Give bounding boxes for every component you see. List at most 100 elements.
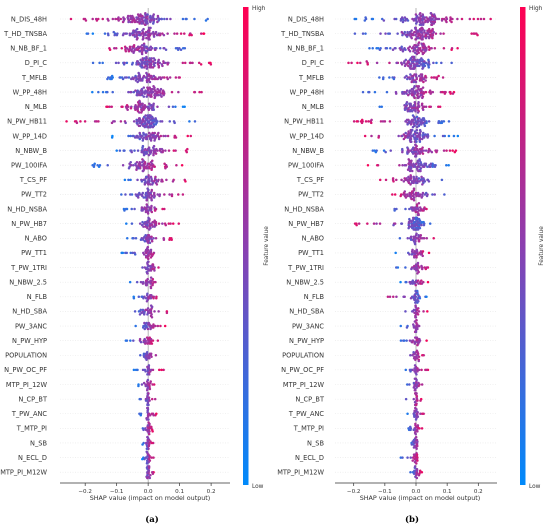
shap-point: [417, 473, 421, 477]
shap-point: [421, 250, 425, 253]
shap-point: [401, 456, 404, 459]
shap-point: [407, 130, 410, 133]
shap-point: [415, 232, 418, 236]
shap-point: [367, 120, 370, 123]
shap-point: [412, 351, 415, 354]
shap-point: [429, 11, 433, 15]
shap-point: [422, 220, 425, 224]
shap-point: [142, 74, 146, 78]
shap-point: [417, 217, 421, 221]
shap-point: [409, 470, 412, 474]
shap-point: [135, 280, 139, 284]
shap-point: [416, 327, 419, 331]
shap-point: [146, 424, 150, 427]
shap-point: [150, 204, 153, 208]
shap-point: [146, 212, 150, 215]
shap-point: [173, 136, 176, 139]
shap-point: [424, 105, 428, 108]
shap-point: [437, 74, 440, 78]
shap-point: [145, 203, 148, 206]
shap-point: [393, 222, 397, 225]
shap-point: [142, 251, 145, 255]
shap-point: [140, 383, 144, 386]
shap-point: [411, 128, 414, 132]
shap-point: [170, 90, 174, 94]
shap-point: [406, 30, 409, 34]
shap-point: [403, 76, 407, 79]
shap-point: [392, 180, 395, 183]
shap-point: [148, 352, 152, 356]
shap-point: [146, 403, 149, 407]
shap-point: [410, 87, 414, 91]
shap-point: [410, 80, 413, 84]
shap-point: [128, 45, 132, 48]
shap-point: [406, 60, 410, 63]
shap-point: [168, 76, 172, 79]
shap-point: [148, 357, 151, 360]
feature-label: T_MTP_PI: [16, 425, 47, 433]
shap-point: [419, 412, 422, 415]
shap-point: [431, 165, 435, 168]
shap-point: [470, 32, 473, 35]
shap-point: [144, 147, 147, 151]
shap-point: [416, 444, 419, 448]
shap-point: [147, 177, 150, 180]
shap-point: [137, 295, 141, 299]
shap-point: [163, 61, 167, 65]
shap-point: [106, 77, 109, 81]
shap-point: [365, 60, 368, 63]
shap-point: [399, 194, 402, 198]
feature-label: T_PW_ANC: [288, 410, 325, 418]
feature-label: N_NBW_2.5: [286, 278, 324, 286]
shap-point: [125, 61, 129, 65]
shap-point: [406, 168, 410, 171]
shap-point: [140, 52, 144, 56]
shap-point: [138, 222, 142, 225]
shap-point: [146, 406, 150, 410]
shap-point: [413, 85, 416, 88]
shap-point: [152, 144, 156, 148]
feature-label: POPULATION: [282, 352, 324, 360]
shap-point: [155, 297, 158, 300]
shap-point: [177, 222, 180, 225]
shap-point: [147, 254, 150, 258]
shap-point: [145, 80, 149, 84]
shap-point: [419, 253, 422, 256]
shap-point: [146, 292, 149, 296]
shap-point: [181, 193, 185, 196]
panel-a-points: [65, 11, 213, 480]
shap-point: [414, 301, 417, 304]
shap-point: [147, 438, 151, 442]
shap-point: [147, 421, 150, 424]
shap-point: [409, 428, 412, 432]
shap-point: [440, 121, 444, 125]
shap-point: [154, 220, 158, 224]
shap-point: [430, 150, 434, 154]
shap-point: [145, 137, 149, 141]
shap-point: [145, 67, 149, 70]
shap-point: [419, 209, 422, 212]
shap-point: [162, 92, 166, 95]
shap-point: [420, 175, 423, 179]
shap-point: [412, 187, 416, 190]
shap-point: [449, 92, 452, 95]
shap-point: [401, 147, 404, 151]
shap-point: [426, 178, 429, 182]
shap-point: [189, 134, 192, 138]
shap-point: [147, 153, 151, 157]
shap-point: [391, 48, 395, 51]
shap-point: [140, 22, 143, 25]
shap-point: [135, 27, 139, 31]
shap-point: [392, 295, 395, 299]
shap-point: [163, 324, 167, 328]
shap-point: [397, 134, 400, 138]
shap-point: [410, 29, 413, 32]
shap-point: [91, 90, 94, 94]
shap-point: [161, 76, 165, 79]
shap-point: [153, 165, 156, 168]
shap-point: [146, 277, 149, 281]
shap-point: [180, 163, 184, 167]
shap-point: [154, 354, 158, 357]
shap-point: [403, 190, 407, 193]
shap-point: [124, 207, 128, 211]
